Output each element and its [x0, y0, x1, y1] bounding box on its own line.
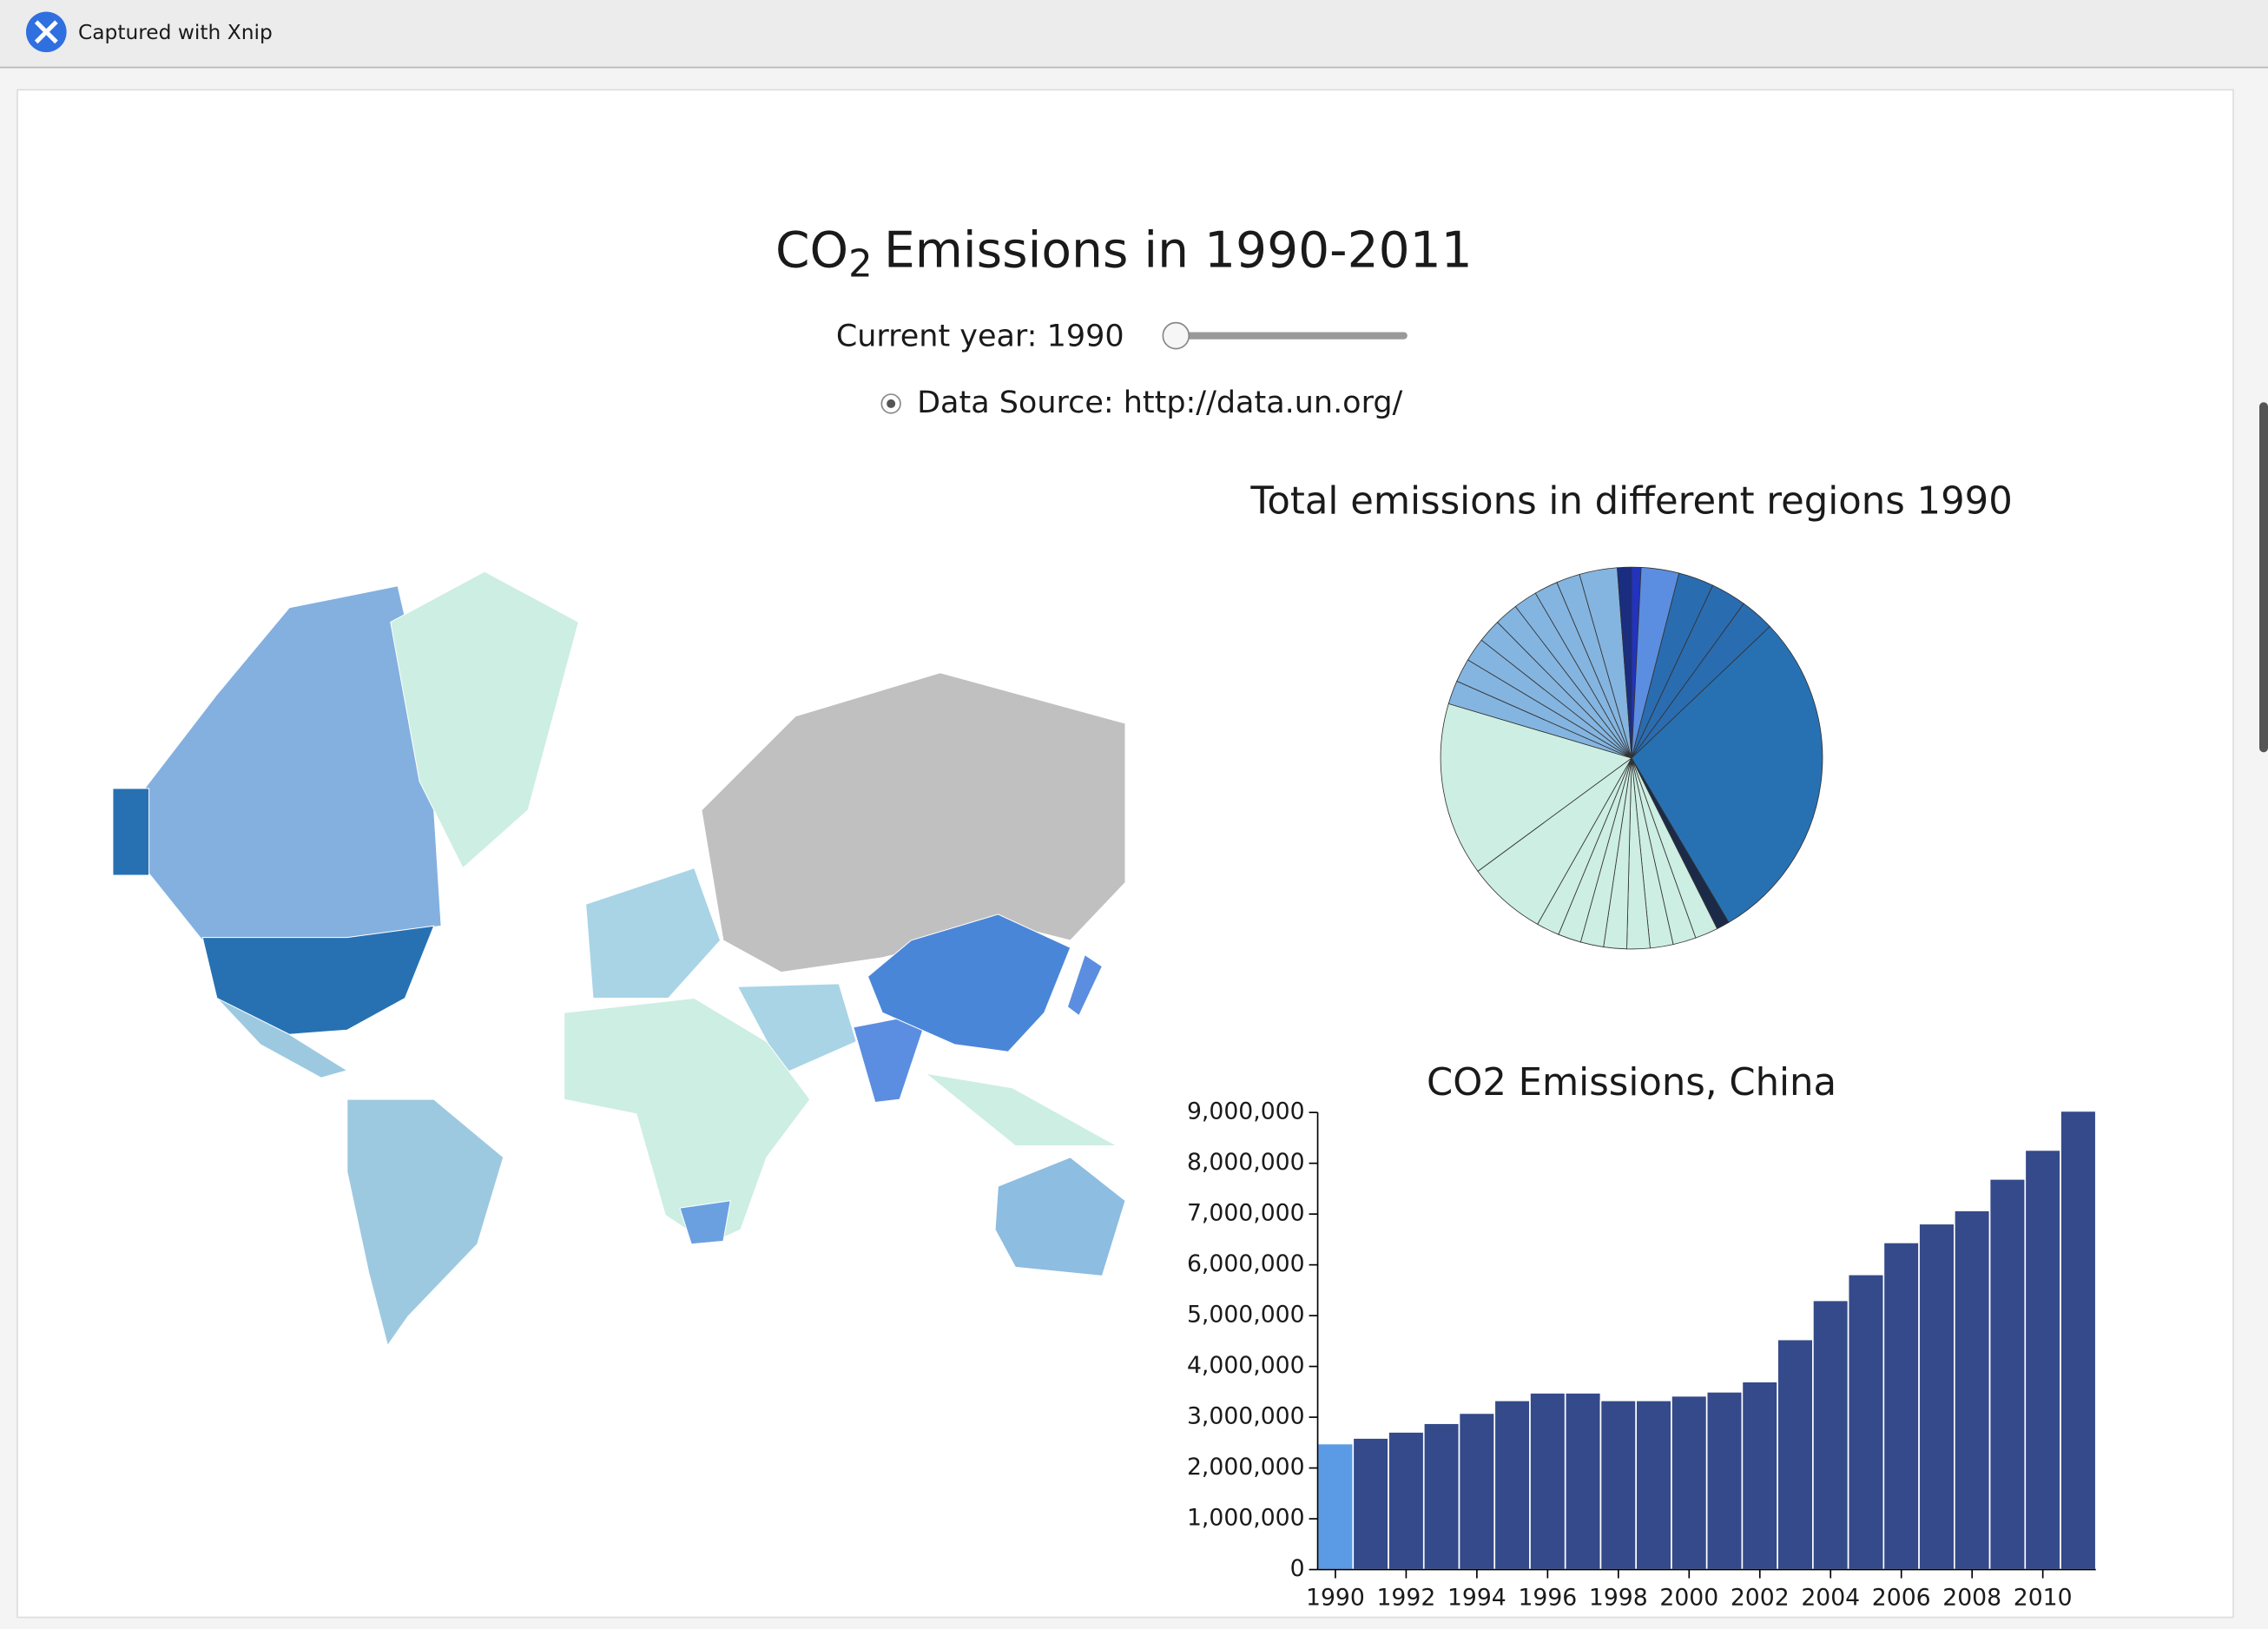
bar: [1741, 1381, 1778, 1571]
title-rest: Emissions in 1990-2011: [884, 221, 1473, 279]
scrollbar[interactable]: [2259, 402, 2268, 753]
bar-title: CO2 Emissions, China: [1427, 1061, 1836, 1105]
slider-knob[interactable]: [1162, 321, 1190, 350]
bar: [1953, 1210, 1991, 1571]
x-tick-label: 1990: [1306, 1584, 1365, 1611]
y-tick-label: 1,000,000: [1187, 1505, 1305, 1532]
bar: [1493, 1399, 1531, 1571]
slider-track[interactable]: [1174, 332, 1408, 340]
bar: [1388, 1431, 1425, 1571]
radio-dot: [887, 399, 896, 408]
bar: [1847, 1273, 1885, 1571]
russia[interactable]: [701, 672, 1126, 973]
y-tick-label: 0: [1290, 1555, 1305, 1582]
bar: [1316, 1442, 1355, 1571]
x-tick-label: 2004: [1801, 1584, 1860, 1611]
y-tick-label: 3,000,000: [1187, 1403, 1305, 1430]
bar: [1635, 1399, 1672, 1571]
europe[interactable]: [585, 867, 722, 999]
africa[interactable]: [564, 998, 811, 1245]
source-text: Data Source: http://data.un.org/: [917, 386, 1402, 420]
alaska[interactable]: [112, 788, 150, 876]
x-tick-label: 2002: [1731, 1584, 1790, 1611]
australia[interactable]: [994, 1157, 1126, 1276]
y-tick-label: 5,000,000: [1187, 1302, 1305, 1329]
bar: [2060, 1110, 2097, 1571]
title-subscript: 2: [848, 242, 873, 286]
y-tick-label: 2,000,000: [1187, 1454, 1305, 1481]
bar: [1564, 1392, 1602, 1571]
bar: [1918, 1223, 1955, 1571]
y-tick-label: 7,000,000: [1187, 1200, 1305, 1227]
title-main: CO: [775, 221, 848, 279]
bar: [1599, 1399, 1638, 1571]
japan[interactable]: [1066, 953, 1103, 1017]
world-map: [112, 570, 1126, 1347]
greenland[interactable]: [390, 570, 579, 869]
x-tick-label: 2008: [1942, 1584, 2001, 1611]
y-tick-label: 9,000,000: [1187, 1098, 1305, 1125]
south-east-asia[interactable]: [924, 1072, 1118, 1146]
bar: [1988, 1177, 2027, 1571]
x-tick-label: 2010: [2014, 1584, 2073, 1611]
south-africa[interactable]: [679, 1200, 731, 1245]
page-title: CO2 Emissions in 1990-2011: [775, 221, 1473, 286]
app-icon-glyph: [34, 20, 58, 44]
x-tick-label: 2000: [1659, 1584, 1718, 1611]
x-tick-label: 1998: [1589, 1584, 1648, 1611]
bar: [1705, 1391, 1744, 1571]
bar: [1777, 1338, 1814, 1571]
y-tick-label: 8,000,000: [1187, 1149, 1305, 1176]
bar: [1882, 1242, 1920, 1571]
pie-slice: [1617, 566, 1632, 759]
bar: [1352, 1437, 1389, 1571]
x-tick-label: 1992: [1376, 1584, 1435, 1611]
x-tick-label: 1994: [1447, 1584, 1507, 1611]
y-tick-label: 4,000,000: [1187, 1352, 1305, 1379]
china[interactable]: [867, 913, 1071, 1052]
year-label: Current year: 1990: [836, 319, 1124, 353]
bar: [1458, 1412, 1496, 1571]
pie-title: Total emissions in different regions 199…: [1249, 479, 2012, 523]
app-bar: [0, 0, 2268, 67]
pie-slice: [1631, 625, 1823, 923]
bar: [2024, 1149, 2061, 1571]
x-tick-label: 1996: [1518, 1584, 1577, 1611]
bar: [1812, 1299, 1849, 1571]
app-caption: Captured with Xnip: [78, 21, 273, 44]
x-tick-label: 2006: [1872, 1584, 1931, 1611]
bar: [1529, 1392, 1566, 1571]
south-america[interactable]: [346, 1098, 504, 1347]
y-tick-label: 6,000,000: [1187, 1250, 1305, 1277]
bar: [1422, 1422, 1460, 1571]
pie-slice: [1440, 702, 1632, 872]
mexico[interactable]: [216, 998, 349, 1078]
bar: [1671, 1395, 1708, 1571]
